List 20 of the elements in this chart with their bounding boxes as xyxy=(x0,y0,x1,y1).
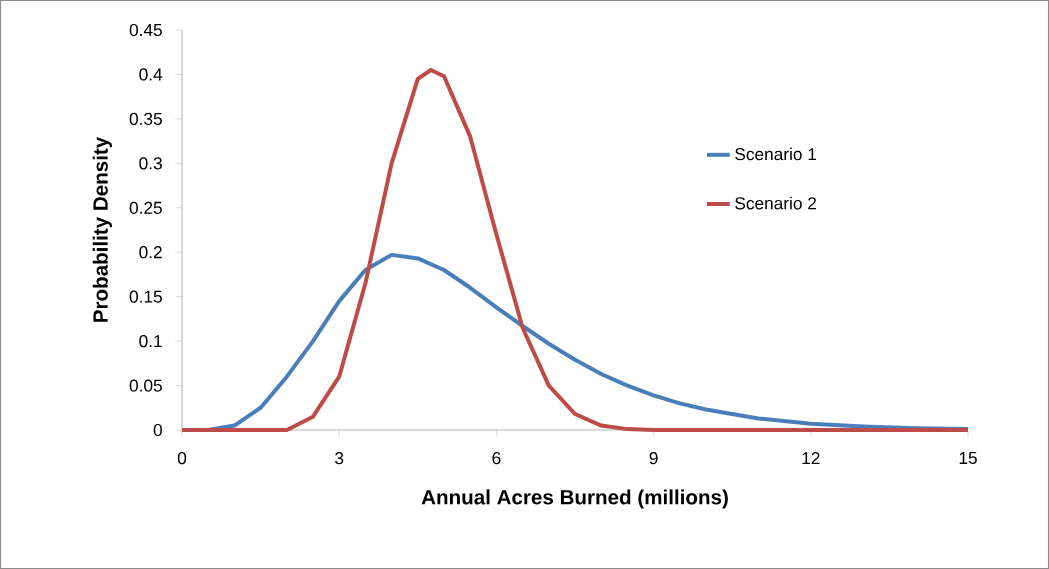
y-tick-label: 0.05 xyxy=(129,379,162,392)
x-tick-label: 9 xyxy=(649,452,658,465)
x-axis-title: Annual Acres Burned (millions) xyxy=(421,489,728,509)
y-tick-label: 0.1 xyxy=(139,334,162,348)
legend-label: Scenario 1 xyxy=(735,147,817,161)
y-axis-title: Probability Density xyxy=(92,136,112,322)
y-tick-label: 0.3 xyxy=(139,157,162,170)
y-tick-label: 0.4 xyxy=(139,68,163,81)
y-tick-label: 0.25 xyxy=(129,201,162,214)
x-tick-label: 0 xyxy=(177,452,187,465)
y-tick-label: 0.2 xyxy=(139,246,162,259)
x-tick-label: 6 xyxy=(492,452,501,465)
y-tick-label: 0.35 xyxy=(129,112,162,125)
y-tick-label: 0.15 xyxy=(129,290,162,303)
x-tick-label: 12 xyxy=(802,452,820,465)
x-tick-label: 3 xyxy=(335,452,344,465)
legend-label: Scenario 2 xyxy=(735,196,817,210)
y-tick-label: 0.45 xyxy=(129,23,162,37)
y-tick-label: 0 xyxy=(153,423,162,437)
x-tick-label: 15 xyxy=(959,452,977,465)
